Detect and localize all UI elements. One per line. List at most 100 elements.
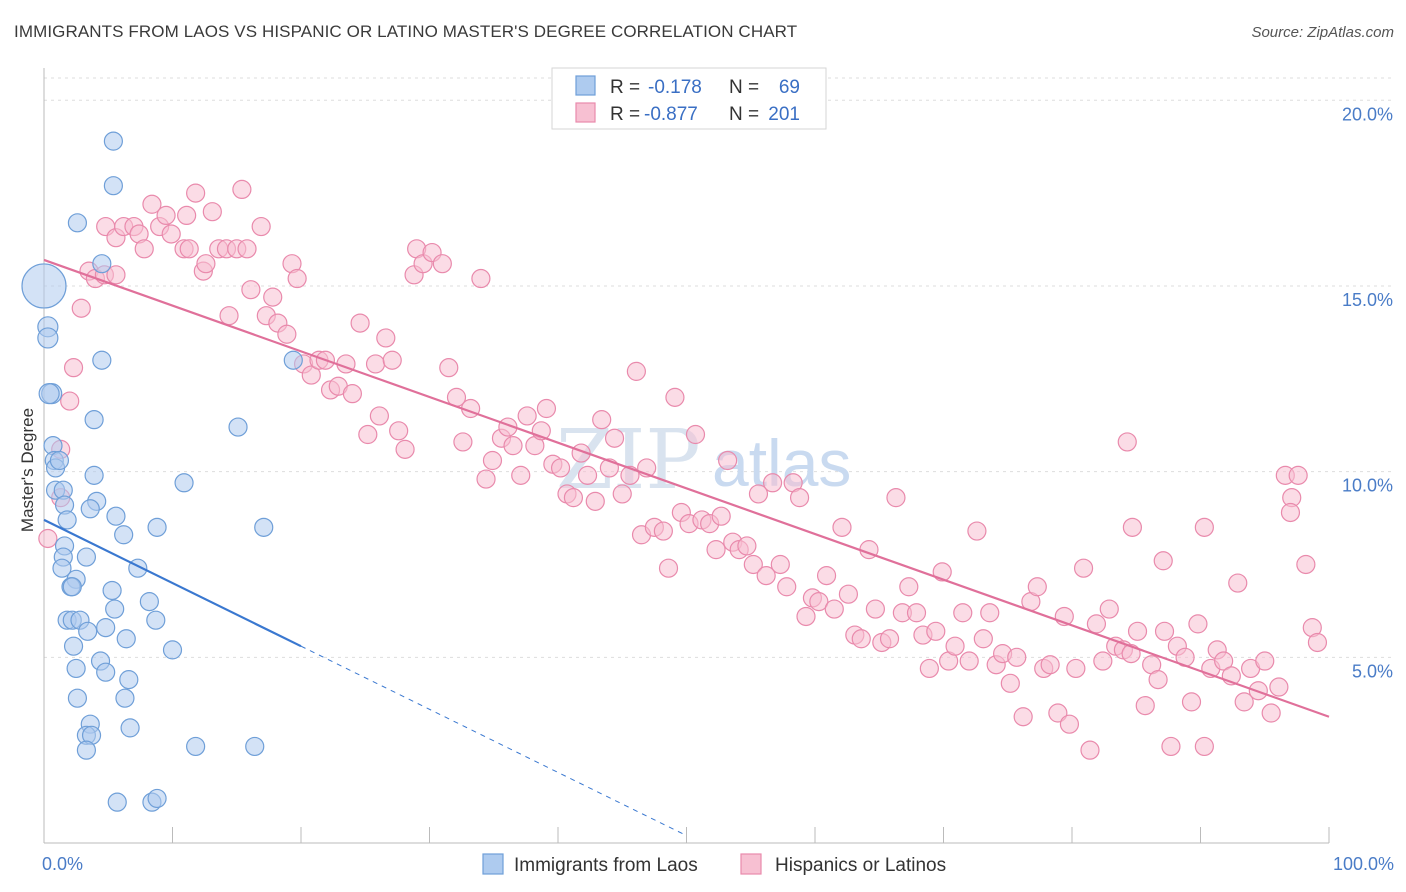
- point-hispanics: [1161, 736, 1181, 757]
- point-hispanics: [604, 428, 625, 448]
- point-hispanics: [1059, 714, 1080, 734]
- point-laos: [67, 213, 88, 233]
- point-hispanics: [809, 592, 829, 612]
- point-hispanics: [1261, 703, 1281, 723]
- point-laos: [92, 254, 112, 274]
- point-hispanics: [762, 473, 783, 493]
- chart-title: IMMIGRANTS FROM LAOS VS HISPANIC OR LATI…: [14, 22, 798, 41]
- point-laos: [38, 383, 60, 405]
- point-hispanics: [1153, 551, 1173, 571]
- legend-r-value-1: -0.178: [648, 77, 702, 98]
- grid-lines: [44, 77, 1395, 658]
- point-hispanics: [653, 521, 673, 541]
- point-laos: [49, 450, 70, 471]
- point-hispanics: [1066, 658, 1086, 679]
- point-hispanics: [1307, 632, 1328, 653]
- point-laos: [92, 350, 112, 370]
- point-laos: [119, 670, 139, 690]
- point-laos: [80, 499, 100, 519]
- point-hispanics: [156, 205, 176, 226]
- y-tick-label: 15.0%: [1342, 290, 1393, 310]
- y-tick-labels: 5.0% 10.0% 15.0% 20.0%: [1342, 104, 1393, 681]
- point-laos: [63, 636, 84, 656]
- point-hispanics: [1086, 614, 1107, 634]
- legend-r-label-2: R =: [610, 104, 640, 125]
- point-hispanics: [369, 406, 389, 426]
- point-laos: [162, 640, 183, 660]
- point-hispanics: [134, 239, 154, 259]
- point-laos: [147, 788, 167, 809]
- legend-n-value-1: 69: [779, 77, 800, 98]
- point-hispanics: [251, 216, 271, 237]
- point-hispanics: [439, 358, 459, 378]
- point-laos: [96, 662, 116, 682]
- point-hispanics: [1122, 517, 1142, 537]
- point-laos: [103, 131, 123, 151]
- point-hispanics: [241, 280, 261, 300]
- point-laos: [103, 176, 123, 196]
- point-hispanics: [177, 205, 197, 226]
- point-hispanics: [60, 391, 80, 411]
- point-hispanics: [232, 179, 252, 200]
- point-hispanics: [865, 599, 885, 619]
- point-laos: [57, 510, 77, 530]
- point-hispanics: [536, 398, 557, 419]
- point-hispanics: [1148, 670, 1168, 690]
- point-hispanics: [202, 202, 222, 222]
- point-hispanics: [63, 358, 84, 378]
- point-laos: [174, 473, 194, 493]
- point-laos: [186, 736, 206, 757]
- point-laos: [106, 506, 126, 526]
- point-hispanics: [1135, 695, 1155, 716]
- point-laos: [283, 350, 303, 370]
- point-hispanics: [179, 239, 199, 259]
- point-hispanics: [838, 584, 859, 604]
- point-hispanics: [471, 268, 491, 289]
- point-hispanics: [1093, 651, 1113, 671]
- point-hispanics: [1269, 677, 1289, 697]
- point-hispanics: [482, 450, 503, 471]
- point-laos: [102, 580, 122, 601]
- point-laos: [228, 417, 248, 437]
- point-laos: [115, 688, 135, 708]
- point-hispanics: [106, 265, 126, 285]
- point-laos: [21, 263, 67, 309]
- point-hispanics: [186, 183, 206, 203]
- point-hispanics: [432, 254, 452, 274]
- point-hispanics: [832, 517, 852, 537]
- stats-legend: R = -0.178 N = 69 R = -0.877 N = 201: [551, 67, 827, 130]
- point-hispanics: [237, 239, 257, 259]
- point-hispanics: [748, 484, 769, 504]
- point-hispanics: [824, 599, 844, 619]
- bottom-legend-label-laos: Immigrants from Laos: [514, 855, 698, 876]
- point-hispanics: [389, 421, 409, 441]
- point-laos: [37, 327, 59, 349]
- point-hispanics: [219, 306, 239, 326]
- legend-swatch-hispanics: [575, 102, 596, 123]
- trend-line-laos: [43, 518, 302, 648]
- y-axis-title: Master's Degree: [18, 408, 37, 532]
- point-hispanics: [350, 313, 370, 333]
- point-hispanics: [142, 194, 162, 214]
- point-hispanics: [263, 287, 283, 307]
- y-tick-label: 10.0%: [1342, 476, 1393, 496]
- point-laos: [120, 718, 140, 738]
- point-laos: [76, 547, 97, 567]
- point-hispanics: [718, 450, 738, 471]
- point-hispanics: [789, 488, 810, 508]
- point-laos: [52, 558, 72, 578]
- point-hispanics: [1013, 707, 1033, 727]
- point-hispanics: [1117, 432, 1137, 452]
- point-hispanics: [277, 324, 297, 344]
- point-hispanics: [365, 354, 386, 374]
- point-laos: [105, 599, 125, 619]
- point-hispanics: [1073, 558, 1094, 578]
- x-tick-labels: 0.0% 100.0%: [42, 854, 1394, 874]
- point-hispanics: [1234, 692, 1254, 712]
- point-hispanics: [1194, 736, 1214, 757]
- point-laos: [76, 740, 97, 760]
- point-hispanics: [1000, 673, 1020, 693]
- point-hispanics: [1080, 740, 1100, 760]
- trend-lines: [43, 258, 1330, 837]
